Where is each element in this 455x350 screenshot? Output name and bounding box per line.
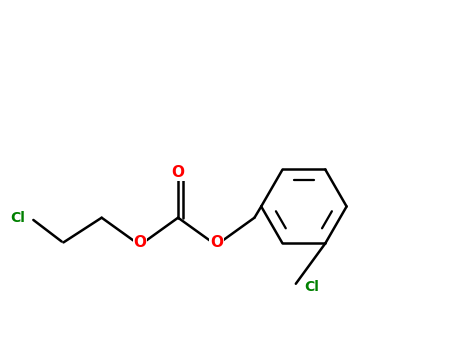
Text: Cl: Cl	[10, 211, 25, 225]
Text: O: O	[210, 235, 223, 250]
Text: O: O	[172, 165, 185, 180]
Text: Cl: Cl	[304, 280, 319, 294]
Text: O: O	[133, 235, 147, 250]
